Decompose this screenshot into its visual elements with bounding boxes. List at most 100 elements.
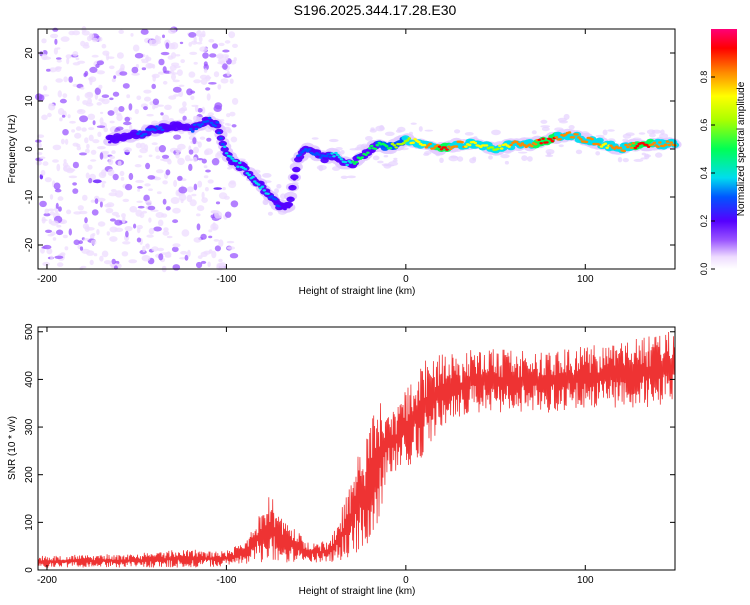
ridge-segment <box>518 144 523 147</box>
noise-blob <box>124 226 133 232</box>
x-tick-label: 0 <box>403 274 409 285</box>
ridge-segment <box>368 147 372 150</box>
noise-blob <box>329 138 339 143</box>
noise-blob <box>44 177 52 183</box>
noise-blob <box>170 42 179 50</box>
ridge-segment <box>138 130 142 133</box>
noise-blob <box>164 104 172 111</box>
y-tick-label: 300 <box>24 418 35 435</box>
noise-blob <box>102 50 110 56</box>
noise-blob <box>96 125 106 128</box>
noise-blob <box>218 42 225 47</box>
noise-blob <box>173 134 182 140</box>
noise-blob <box>84 42 89 47</box>
noise-blob <box>204 187 209 192</box>
noise-blob <box>84 217 88 224</box>
noise-blob <box>81 127 87 132</box>
noise-blob <box>39 156 46 160</box>
noise-blob <box>214 245 221 252</box>
ridge-segment <box>650 143 655 146</box>
ridge-segment <box>545 141 549 144</box>
noise-blob <box>201 191 205 199</box>
noise-blob <box>152 98 160 106</box>
ridge-segment <box>454 145 459 148</box>
y-tick-label: -20 <box>24 237 35 252</box>
ridge-segment <box>499 147 504 150</box>
x-tick-label: -200 <box>37 274 57 285</box>
noise-blob <box>659 133 669 139</box>
noise-blob <box>61 114 66 118</box>
noise-blob <box>381 163 389 167</box>
ridge-segment <box>629 146 634 149</box>
noise-blob <box>192 156 198 163</box>
noise-blob <box>340 150 345 155</box>
noise-blob <box>72 142 79 147</box>
noise-blob <box>143 194 150 202</box>
noise-blob <box>86 143 90 149</box>
noise-blob <box>172 86 182 93</box>
ridge-segment <box>170 126 174 129</box>
noise-blob <box>60 252 66 257</box>
noise-blob <box>68 76 73 83</box>
noise-blob <box>226 70 230 77</box>
noise-blob <box>147 205 156 211</box>
noise-blob <box>71 129 76 133</box>
noise-blob <box>116 52 124 59</box>
noise-blob <box>99 201 103 208</box>
ridge-segment <box>445 148 449 151</box>
noise-blob <box>36 142 42 148</box>
noise-blob <box>100 111 104 115</box>
colorbar-tick-label: 0.0 <box>699 263 709 276</box>
ridge-segment <box>520 142 525 145</box>
noise-blob <box>222 49 230 53</box>
ridge-segment <box>288 197 293 200</box>
noise-blob <box>200 260 207 264</box>
noise-blob <box>212 226 218 230</box>
ridge-segment <box>230 157 234 160</box>
ridge-segment <box>238 161 242 165</box>
noise-blob <box>208 229 213 233</box>
noise-blob <box>158 253 164 261</box>
ridge-segment <box>284 201 293 208</box>
noise-blob <box>63 76 68 83</box>
noise-blob <box>197 180 203 188</box>
noise-blob <box>233 57 237 62</box>
ridge-segment <box>260 185 265 188</box>
snr-series-line <box>37 331 676 568</box>
noise-blob <box>178 194 187 201</box>
noise-blob <box>128 172 134 181</box>
noise-blob <box>144 183 151 187</box>
noise-blob <box>148 217 152 223</box>
ridge-segment <box>548 138 553 141</box>
noise-blob <box>59 98 67 104</box>
noise-blob <box>94 198 99 205</box>
noise-blob <box>114 190 124 198</box>
ridge-segment <box>530 145 534 148</box>
noise-blob <box>188 163 193 171</box>
ridge-segment <box>270 195 274 198</box>
ridge-segment <box>656 145 660 148</box>
ridge-segment <box>292 178 297 181</box>
noise-blob <box>134 164 142 168</box>
noise-blob <box>53 182 61 190</box>
noise-blob <box>162 180 168 185</box>
ridge-segment <box>364 153 368 156</box>
noise-blob <box>145 162 151 170</box>
noise-blob <box>226 246 236 250</box>
ridge-segment <box>330 152 334 155</box>
noise-blob <box>39 51 43 57</box>
noise-blob <box>69 120 76 124</box>
ridge-segment <box>256 183 261 186</box>
noise-blob <box>225 211 232 218</box>
noise-blob <box>55 66 62 70</box>
noise-blob <box>111 78 116 83</box>
ridge-segment <box>352 162 357 165</box>
noise-blob <box>98 36 103 42</box>
noise-blob <box>101 43 107 49</box>
ridge-segment <box>177 127 182 131</box>
ridge-segment <box>669 141 673 144</box>
noise-blob <box>213 71 220 78</box>
noise-blob <box>162 230 170 236</box>
ridge-segment <box>253 180 257 183</box>
ridge-segment <box>579 138 583 141</box>
